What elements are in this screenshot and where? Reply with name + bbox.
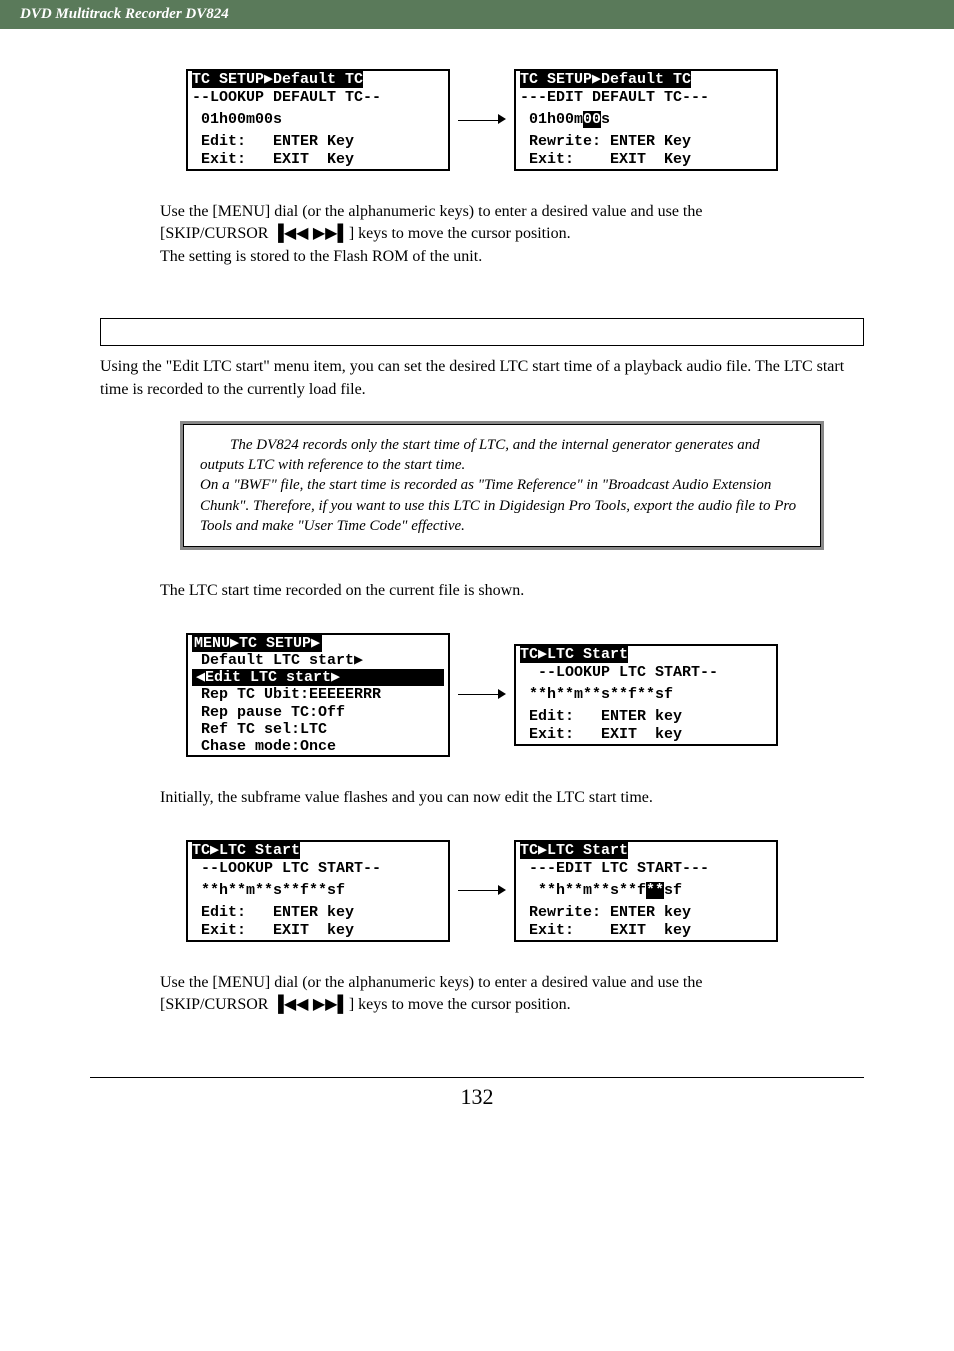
lcd-exit-hint: Exit: EXIT Key [516, 151, 776, 169]
lcd-exit-hint: Exit: EXIT Key [188, 151, 448, 169]
skip-cursor-icon: ▐◀◀ ▶▶▌ [272, 225, 348, 242]
menu-header: MENU▶TC SETUP▶ [192, 635, 322, 652]
lcd-title: TC▶LTC Start [192, 842, 300, 859]
paragraph-menu-dial-1: Use the [MENU] dial (or the alphanumeric… [160, 201, 824, 268]
paragraph-ltc-shown: The LTC start time recorded on the curre… [160, 580, 824, 602]
menu-item-selected: ◀Edit LTC start▶ [192, 669, 444, 686]
text-line: [SKIP/CURSOR [160, 225, 272, 242]
menu-item: Ref TC sel:LTC [188, 721, 448, 738]
lcd-pair-default-tc: TC SETUP▶Default TC --LOOKUP DEFAULT TC-… [100, 69, 864, 171]
text-line: Use the [MENU] dial (or the alphanumeric… [160, 974, 702, 991]
lcd-ltc-start-lookup: TC▶LTC Start --LOOKUP LTC START-- **h**m… [514, 644, 778, 746]
lcd-title: TC SETUP▶Default TC [192, 71, 363, 88]
menu-item: Rep TC Ubit:EEEEERRR [188, 686, 448, 703]
menu-item: Default LTC start▶ [188, 652, 448, 669]
paragraph-menu-dial-2: Use the [MENU] dial (or the alphanumeric… [160, 972, 824, 1017]
lcd-title: TC SETUP▶Default TC [520, 71, 691, 88]
lcd-value: 01h00m00s [516, 107, 776, 133]
lcd-value: **h**m**s**f**sf [516, 878, 776, 904]
lcd-subtitle: ---EDIT DEFAULT TC--- [516, 89, 776, 107]
lcd-value: **h**m**s**f**sf [516, 682, 776, 708]
lcd-subtitle: --LOOKUP LTC START-- [516, 664, 776, 682]
value-edit-cursor: ** [646, 882, 664, 899]
lcd-exit-hint: Exit: EXIT key [516, 726, 776, 744]
lcd-exit-hint: Exit: EXIT key [188, 922, 448, 940]
page-content: TC SETUP▶Default TC --LOOKUP DEFAULT TC-… [0, 69, 954, 1017]
lcd-lookup-default-tc: TC SETUP▶Default TC --LOOKUP DEFAULT TC-… [186, 69, 450, 171]
lcd-edit-default-tc: TC SETUP▶Default TC ---EDIT DEFAULT TC--… [514, 69, 778, 171]
text-line: The setting is stored to the Flash ROM o… [160, 248, 482, 265]
arrow-icon [458, 112, 506, 128]
lcd-subtitle: --LOOKUP DEFAULT TC-- [188, 89, 448, 107]
arrow-icon [458, 883, 506, 899]
skip-cursor-icon: ▐◀◀ ▶▶▌ [272, 996, 348, 1013]
lcd-pair-menu-ltc: MENU▶TC SETUP▶ Default LTC start▶ ◀Edit … [100, 633, 864, 758]
value-edit-cursor: 00 [583, 111, 601, 128]
lcd-value: 01h00m00s [188, 107, 448, 133]
lcd-subtitle: --LOOKUP LTC START-- [188, 860, 448, 878]
lcd-edit-hint: Edit: ENTER Key [188, 133, 448, 151]
page-header: DVD Multitrack Recorder DV824 [0, 0, 954, 29]
value-post: sf [664, 882, 682, 899]
section-heading-box [100, 318, 864, 346]
page-number: 132 [90, 1077, 864, 1110]
lcd-pair-ltc-start-edit: TC▶LTC Start --LOOKUP LTC START-- **h**m… [100, 840, 864, 942]
value-post: s [601, 111, 610, 128]
lcd-edit-hint: Edit: ENTER key [188, 904, 448, 922]
text-line: ] keys to move the cursor position. [349, 996, 571, 1013]
lcd-edit-hint: Edit: ENTER key [516, 708, 776, 726]
note-box: The DV824 records only the start time of… [180, 421, 824, 550]
menu-item: Chase mode:Once [188, 738, 448, 755]
lcd-menu-tc-setup: MENU▶TC SETUP▶ Default LTC start▶ ◀Edit … [186, 633, 450, 758]
lcd-value: **h**m**s**f**sf [188, 878, 448, 904]
menu-item: Rep pause TC:Off [188, 704, 448, 721]
paragraph-subframe-flashes: Initially, the subframe value flashes an… [160, 787, 824, 809]
lcd-title: TC▶LTC Start [520, 646, 628, 663]
lcd-exit-hint: Exit: EXIT key [516, 922, 776, 940]
value-pre: **h**m**s**f [520, 882, 646, 899]
lcd-rewrite-hint: Rewrite: ENTER Key [516, 133, 776, 151]
value-pre: 01h00m [520, 111, 583, 128]
text-line: [SKIP/CURSOR [160, 996, 272, 1013]
lcd-title: TC▶LTC Start [520, 842, 628, 859]
text-line: Use the [MENU] dial (or the alphanumeric… [160, 203, 702, 220]
lcd-rewrite-hint: Rewrite: ENTER key [516, 904, 776, 922]
section-intro: Using the "Edit LTC start" menu item, yo… [100, 356, 864, 401]
note-text: The DV824 records only the start time of… [183, 424, 821, 547]
arrow-icon [458, 687, 506, 703]
lcd-subtitle: ---EDIT LTC START--- [516, 860, 776, 878]
text-line: ] keys to move the cursor position. [349, 225, 571, 242]
lcd-ltc-start-lookup-2: TC▶LTC Start --LOOKUP LTC START-- **h**m… [186, 840, 450, 942]
lcd-ltc-start-edit: TC▶LTC Start ---EDIT LTC START--- **h**m… [514, 840, 778, 942]
